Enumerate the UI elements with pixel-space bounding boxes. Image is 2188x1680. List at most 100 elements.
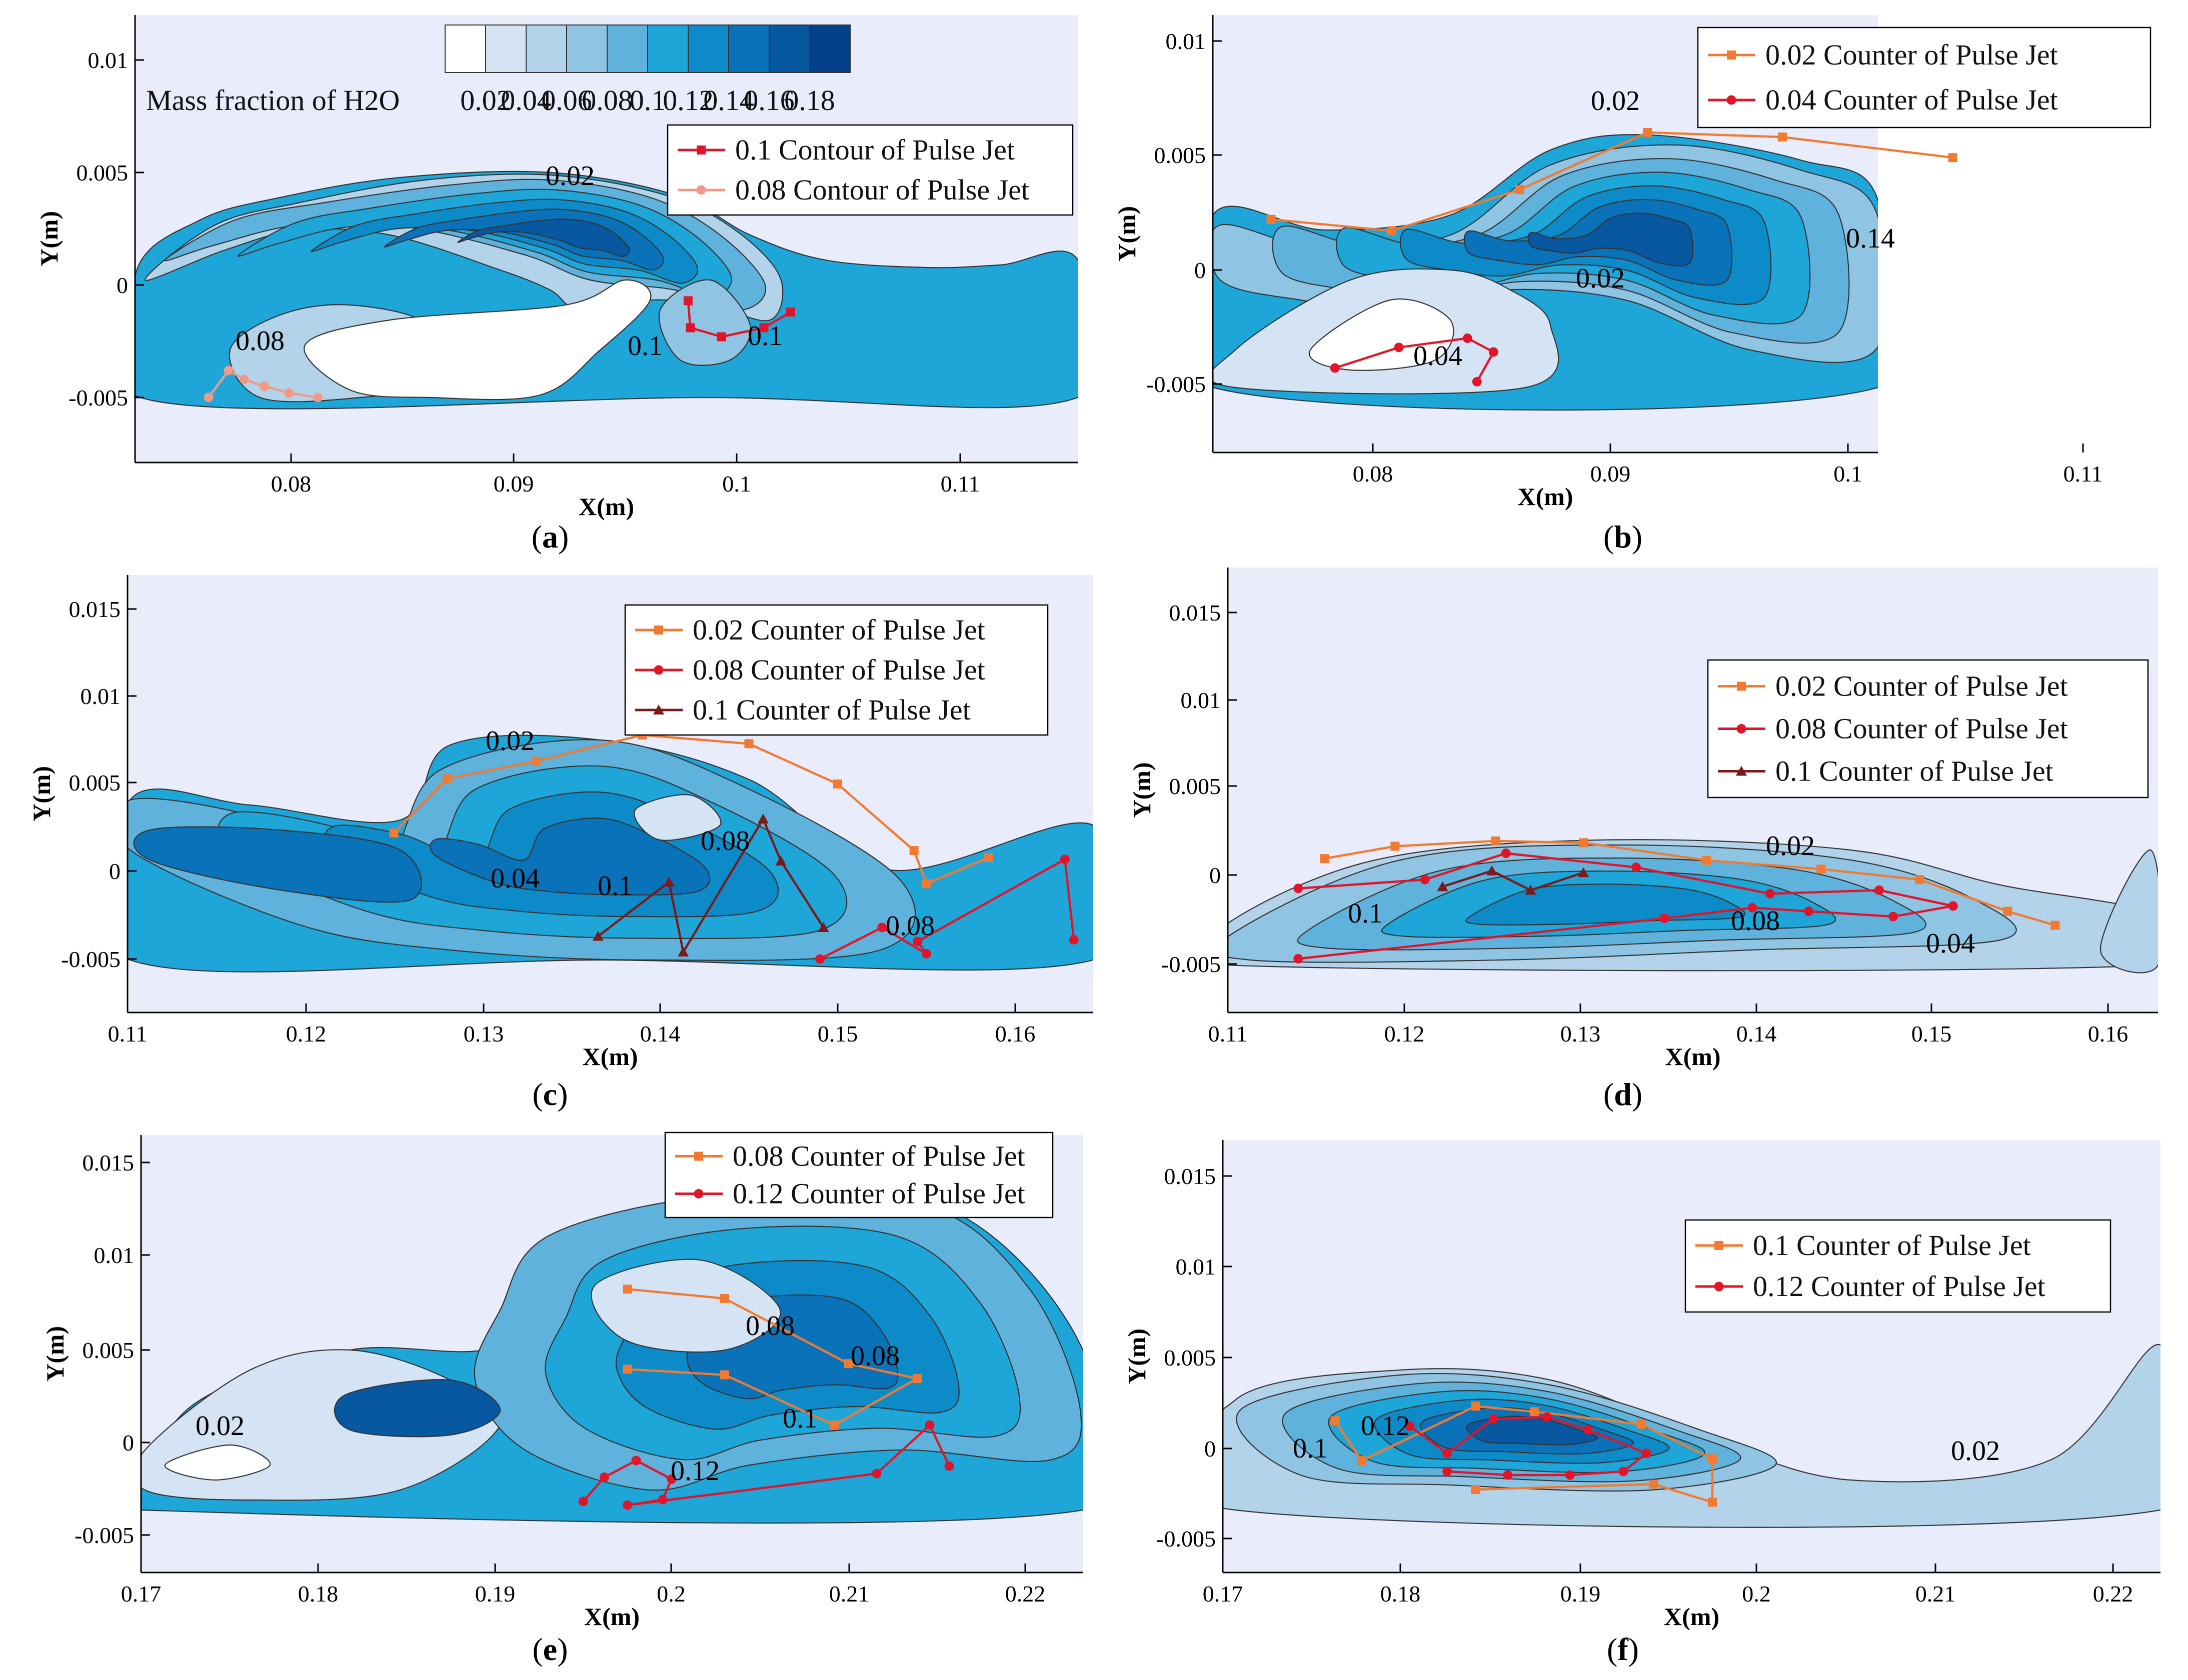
contour-label: 0.08 [1731, 906, 1780, 936]
y-tick-label: 0 [1194, 258, 1206, 283]
caption-letter: f [1617, 1632, 1628, 1667]
series-point [1765, 888, 1775, 898]
caption-open: ( [1603, 519, 1614, 554]
x-tick-label: 0.18 [1380, 1581, 1421, 1606]
y-tick-label: -0.005 [75, 1522, 134, 1548]
field-e-inner1 [591, 1258, 781, 1353]
series-point [1579, 838, 1588, 848]
legend-label: 0.12 Counter of Pulse Jet [733, 1178, 1025, 1210]
series-point [844, 1359, 853, 1368]
series-point [622, 1500, 632, 1510]
legend-marker [1737, 682, 1746, 691]
caption-open: ( [532, 1632, 543, 1667]
contour-label: 0.02 [546, 160, 595, 192]
series-point [922, 879, 931, 888]
series-point [1816, 864, 1826, 874]
series-point [1330, 1416, 1340, 1426]
series-point [239, 374, 249, 384]
y-axis-label: Y(m) [1113, 206, 1141, 262]
field-e-hole [164, 1444, 271, 1481]
series-line-2 [597, 816, 825, 956]
series-point [683, 296, 693, 306]
series-point [1708, 1498, 1717, 1507]
series-point [913, 936, 923, 946]
x-tick-label: 0.08 [1353, 461, 1393, 486]
legend-label: 0.08 Counter of Pulse Jet [693, 654, 985, 686]
x-tick-label: 0.15 [818, 1021, 858, 1046]
legend-marker [694, 1189, 704, 1198]
y-tick-label: 0.01 [1181, 688, 1221, 713]
series-point [786, 308, 796, 316]
series-point [313, 392, 323, 402]
legend-label: 0.1 Counter of Pulse Jet [1775, 755, 2053, 788]
series-point [1618, 1466, 1628, 1476]
colorbar-label: 0.16 [744, 84, 795, 116]
field-a-jet [658, 279, 752, 366]
series-point [1565, 1470, 1575, 1480]
series-point [1501, 848, 1511, 858]
caption-close: ) [557, 1632, 568, 1667]
legend-marker [654, 626, 663, 634]
y-tick-label: 0.01 [88, 48, 129, 73]
panel-c: 0.015 0.01 0.005 0 -0.005 0.11 0.12 0.13 0.14 0.1… [28, 575, 1093, 1112]
series-point [2050, 920, 2060, 930]
y-tick-label: 0.015 [1164, 1164, 1216, 1189]
y-tick-label: -0.005 [69, 385, 128, 410]
y-tick-label: 0.015 [69, 596, 121, 622]
y-tick-label: 0.01 [81, 684, 121, 709]
series-point [686, 323, 695, 332]
series-point [1948, 901, 1958, 911]
series-point [1948, 153, 1957, 162]
field-e-core [334, 1379, 501, 1438]
series-line-0 [1271, 131, 1953, 232]
x-tick-label: 0.09 [1590, 461, 1631, 486]
series-line-1 [819, 857, 1075, 960]
series-point [1515, 185, 1524, 194]
x-tick-label: 0.2 [657, 1581, 686, 1606]
series-point [1471, 1485, 1480, 1494]
contour-label: 0.04 [1926, 928, 1975, 959]
legend-label: 0.08 Counter of Pulse Jet [1775, 712, 2068, 745]
series-point [744, 739, 754, 748]
series-point [720, 1370, 729, 1380]
series-point [1293, 954, 1303, 964]
contour-label: 0.08 [746, 1310, 795, 1342]
field-e [141, 1191, 1083, 1524]
contour-label: 0.1 [1293, 1433, 1328, 1464]
legend-marker [1726, 95, 1736, 105]
caption-close: ) [1632, 1076, 1642, 1112]
legend-label: 0.1 Contour of Pulse Jet [735, 134, 1015, 166]
x-tick-label: 0.1 [1833, 461, 1862, 486]
y-tick-label: 0.01 [1166, 28, 1206, 54]
colorbar-cell [607, 24, 648, 73]
y-tick-label: -0.005 [1146, 372, 1206, 397]
x-tick-label: 0.16 [995, 1021, 1036, 1046]
x-tick-label: 0.11 [108, 1021, 148, 1046]
legend-label: 0.02 Counter of Pulse Jet [1775, 670, 2068, 702]
series-point [1488, 347, 1498, 357]
series-point [1503, 1470, 1513, 1480]
series-point [1394, 342, 1404, 352]
legend-box [667, 124, 1074, 216]
series-point [592, 930, 604, 941]
field-a [135, 170, 1078, 410]
series-point [1525, 884, 1536, 895]
contour-label: 0.02 [1576, 263, 1625, 294]
series-line-1 [1409, 1416, 1649, 1476]
legend-marker [697, 146, 706, 154]
series-point [1437, 881, 1448, 892]
series-point [1659, 914, 1669, 924]
colorbar-label: 0.14 [703, 84, 754, 116]
legend-marker [653, 704, 664, 714]
series-point [833, 780, 842, 788]
field-b-plume-band-5 [1527, 212, 1694, 266]
legend-box [1697, 26, 2151, 128]
x-tick-label: 0.22 [2093, 1581, 2133, 1606]
series-point [667, 1474, 677, 1484]
x-tick-label: 0.21 [1915, 1581, 1956, 1606]
colorbar-label: 0.1 [630, 84, 666, 116]
series-point [1542, 1412, 1552, 1422]
series-point [1491, 836, 1500, 846]
colorbar-title: Mass fraction of H2O [146, 84, 400, 116]
series-point [922, 949, 931, 958]
